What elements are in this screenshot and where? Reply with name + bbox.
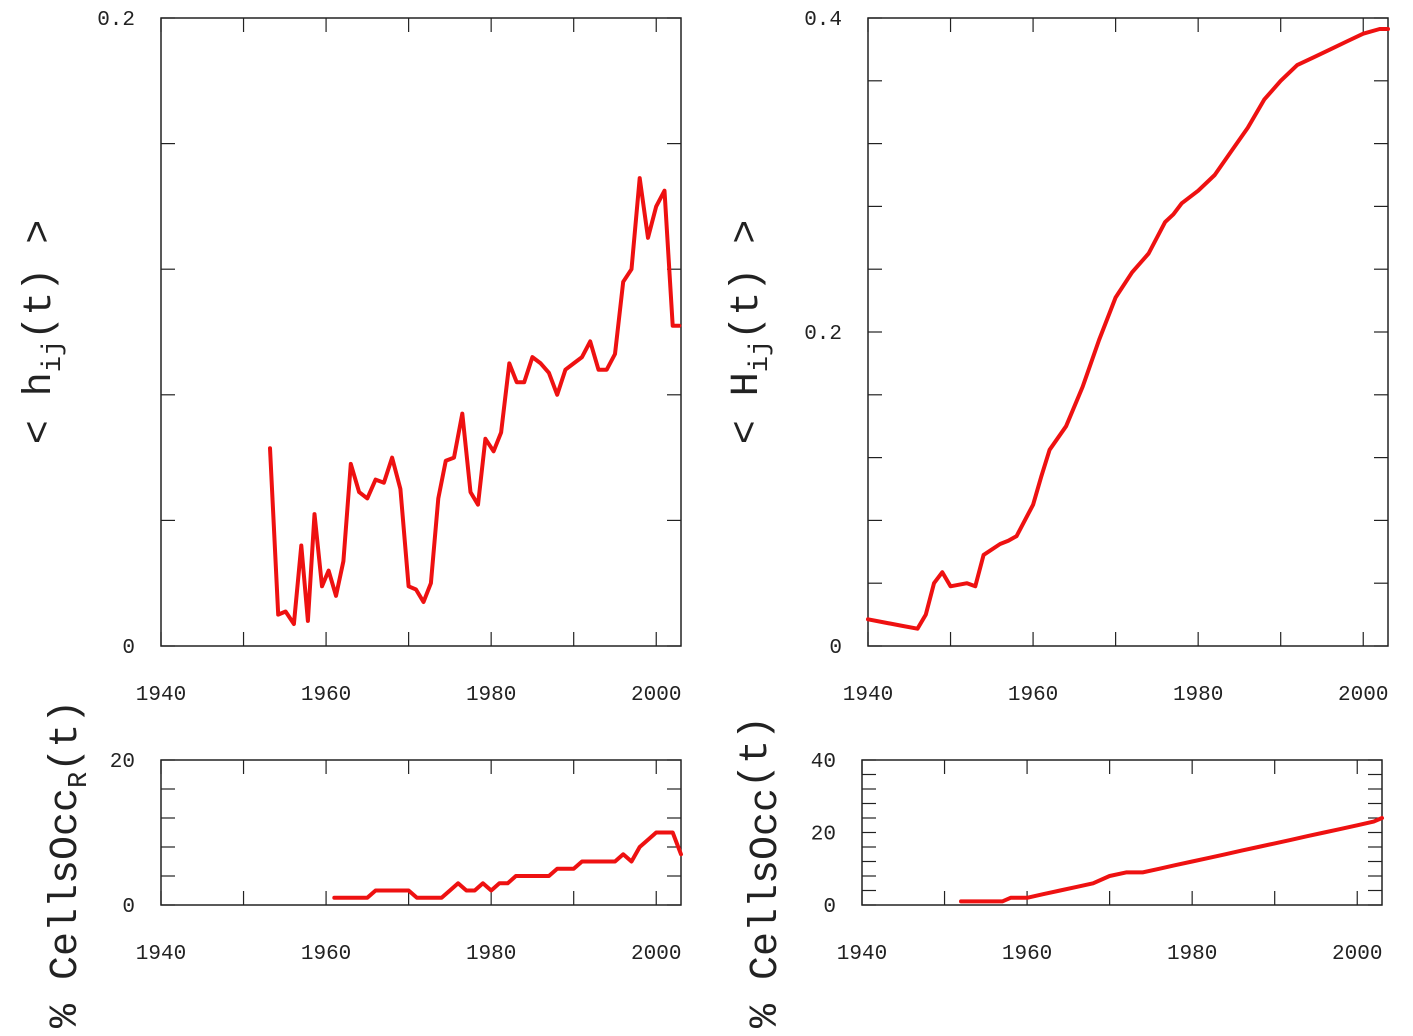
- y-tick-label: 0.2: [804, 323, 842, 346]
- panel-bottom-left: 1940 1960 1980 2000 0 20 % CellsOccR(t): [44, 700, 683, 1028]
- panel-top-left: 1940 1960 1980 2000 0 0.2 < hij(t) >: [18, 9, 682, 707]
- x-tick-label: 1980: [466, 943, 516, 966]
- plot-frame: [861, 759, 1383, 906]
- plot-frame: [160, 759, 682, 906]
- series-line: [959, 816, 1384, 904]
- x-tick-label: 1940: [837, 943, 887, 966]
- y-tick-label: 0.2: [97, 9, 135, 32]
- panel-top-right: 1940 1960 1980 2000 0 0.2 0.4 < Hij(t) >: [725, 9, 1390, 707]
- y-axis-label: % CellsOccR(t): [44, 700, 95, 1028]
- x-tick-label: 1960: [1002, 943, 1052, 966]
- y-axis-label: % CellsOcc(t): [734, 716, 789, 1028]
- x-tick-label: 1940: [136, 684, 186, 707]
- y-tick-label: 0: [823, 896, 836, 919]
- x-tick-label: 1960: [1008, 684, 1058, 707]
- x-tick-label: 1980: [1167, 943, 1217, 966]
- x-tick-label: 1940: [843, 684, 893, 707]
- plot-frame: [867, 17, 1389, 647]
- y-axis-label: < hij(t) >: [18, 220, 69, 444]
- x-tick-label: 2000: [631, 684, 681, 707]
- y-tick-label: 20: [811, 824, 836, 847]
- y-axis-label: < Hij(t) >: [725, 220, 776, 444]
- y-tick-label: 0: [829, 637, 842, 660]
- x-tick-label: 1960: [301, 684, 351, 707]
- y-tick-label: 0.4: [804, 9, 842, 32]
- plot-frame: [160, 17, 682, 647]
- x-tick-label: 2000: [1338, 684, 1388, 707]
- panel-bottom-right: 1940 1960 1980 2000 0 20 40 % CellsOcc(t): [734, 716, 1384, 1028]
- x-tick-label: 2000: [631, 943, 681, 966]
- x-tick-label: 1980: [1173, 684, 1223, 707]
- y-tick-label: 40: [811, 751, 836, 774]
- series-line: [332, 830, 683, 900]
- series-line: [866, 27, 1390, 631]
- y-tick-label: 0: [122, 896, 135, 919]
- x-tick-label: 1960: [301, 943, 351, 966]
- series-line: [268, 176, 682, 626]
- y-tick-label: 0: [122, 637, 135, 660]
- x-tick-label: 1980: [466, 684, 516, 707]
- y-tick-label: 20: [110, 751, 135, 774]
- x-tick-label: 2000: [1332, 943, 1382, 966]
- x-tick-label: 1940: [136, 943, 186, 966]
